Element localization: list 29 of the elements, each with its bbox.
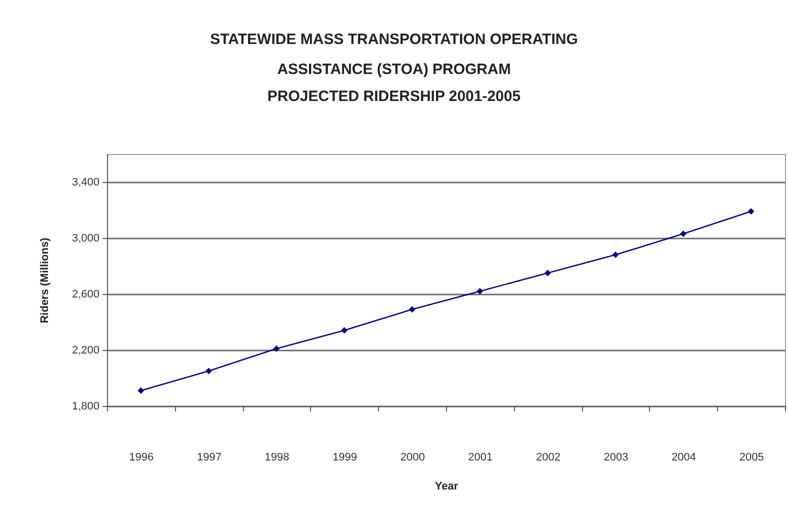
point (341, 327, 348, 334)
point (408, 306, 416, 313)
point (544, 270, 551, 276)
chart-subtitle: PROJECTED RIDERSHIP 2001-2005 (267, 88, 521, 105)
point (748, 208, 754, 215)
y-tick-label: 2,200 (72, 344, 100, 356)
y-tick-label: 2,600 (72, 288, 100, 300)
point (612, 252, 619, 258)
point (273, 345, 280, 352)
point (476, 288, 484, 294)
x-tick-label: 2000 (400, 452, 425, 464)
point (205, 368, 212, 374)
x-axis-title: Year (434, 480, 459, 492)
x-tick-label: 2001 (468, 452, 493, 464)
point (680, 230, 687, 238)
x-tick-label: 1996 (129, 452, 154, 464)
x-tick-label: 1997 (196, 452, 222, 464)
x-tick-label: 2002 (536, 452, 560, 464)
x-tick-label: 2003 (604, 452, 628, 464)
point (138, 387, 144, 394)
y-axis-title: Riders (Millions) (38, 237, 51, 324)
y-tick-label: 3,400 (72, 176, 100, 188)
x-tick-label: 2005 (739, 452, 764, 464)
x-tick-label: 1999 (332, 452, 358, 464)
y-tick-label: 1,800 (72, 400, 100, 412)
chart-title: STATEWIDE MASS TRANSPORTATION OPERATING ASSISTANCE (STOA) PROGRAM (210, 31, 578, 78)
x-tick-label: 2004 (672, 452, 696, 464)
x-tick-label: 1998 (264, 452, 290, 464)
y-tick-label: 3,000 (72, 232, 100, 244)
